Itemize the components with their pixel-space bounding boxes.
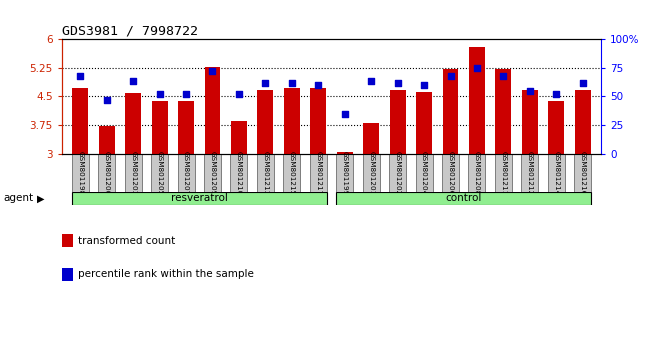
Bar — [336, 154, 353, 192]
Bar — [416, 92, 432, 154]
Text: GSM801217: GSM801217 — [315, 151, 321, 195]
Text: control: control — [445, 194, 482, 204]
Bar — [415, 154, 432, 192]
Text: GSM801203: GSM801203 — [130, 151, 136, 195]
Text: GSM801213: GSM801213 — [263, 151, 268, 195]
Bar — [469, 47, 485, 154]
Point — [551, 91, 562, 97]
Text: GSM801209: GSM801209 — [209, 151, 216, 195]
Text: percentile rank within the sample: percentile rank within the sample — [78, 269, 254, 279]
Text: ▶: ▶ — [37, 194, 45, 204]
Bar — [178, 101, 194, 154]
Text: resveratrol: resveratrol — [171, 194, 228, 204]
Text: GSM801210: GSM801210 — [236, 151, 242, 195]
Text: GSM801212: GSM801212 — [527, 151, 533, 195]
Bar — [99, 126, 114, 154]
Bar — [389, 154, 406, 192]
Point — [75, 73, 85, 79]
Point — [234, 91, 244, 97]
Point — [287, 80, 297, 85]
Bar — [495, 154, 512, 192]
Text: GSM801202: GSM801202 — [395, 151, 400, 195]
Text: GSM801214: GSM801214 — [553, 151, 559, 195]
Bar — [443, 69, 458, 154]
Text: GSM801207: GSM801207 — [183, 151, 189, 195]
Point — [498, 73, 508, 79]
Text: GSM801216: GSM801216 — [580, 151, 586, 195]
Point — [419, 82, 429, 88]
Bar — [231, 121, 247, 154]
Text: GSM801211: GSM801211 — [500, 151, 506, 195]
Point — [313, 82, 324, 88]
Bar — [177, 154, 194, 192]
Bar — [363, 123, 379, 154]
Bar — [72, 88, 88, 154]
Text: GSM801206: GSM801206 — [447, 151, 454, 195]
Point — [260, 80, 270, 85]
Point — [101, 97, 112, 103]
Bar — [205, 67, 220, 154]
Bar — [151, 154, 168, 192]
Point — [181, 91, 191, 97]
Text: GSM801208: GSM801208 — [474, 151, 480, 195]
Point — [366, 79, 376, 84]
Bar — [575, 90, 591, 154]
Bar — [310, 88, 326, 154]
Bar — [125, 93, 141, 154]
Bar — [495, 69, 512, 154]
Text: GDS3981 / 7998722: GDS3981 / 7998722 — [62, 25, 198, 38]
Bar — [310, 154, 327, 192]
Bar — [336, 192, 592, 205]
Bar — [72, 192, 327, 205]
Point — [472, 65, 482, 70]
Bar — [257, 154, 274, 192]
Text: GSM801205: GSM801205 — [157, 151, 162, 195]
Text: GSM801199: GSM801199 — [342, 151, 348, 195]
Point — [578, 80, 588, 85]
Text: GSM801204: GSM801204 — [421, 151, 427, 195]
Point — [445, 73, 456, 79]
Point — [207, 68, 218, 74]
Bar — [257, 90, 273, 154]
Bar — [125, 154, 142, 192]
Bar — [231, 154, 248, 192]
Bar — [549, 101, 564, 154]
Bar — [283, 154, 300, 192]
Bar — [469, 154, 486, 192]
Bar — [442, 154, 459, 192]
Bar — [337, 152, 353, 154]
Text: agent: agent — [3, 194, 33, 204]
Bar — [522, 90, 538, 154]
Point — [525, 88, 535, 93]
Bar — [284, 88, 300, 154]
Point — [393, 80, 403, 85]
Bar — [98, 154, 115, 192]
Bar — [72, 154, 88, 192]
Bar — [390, 90, 406, 154]
Text: GSM801198: GSM801198 — [77, 151, 83, 195]
Point — [339, 111, 350, 116]
Bar — [548, 154, 565, 192]
Text: GSM801215: GSM801215 — [289, 151, 295, 195]
Text: transformed count: transformed count — [78, 236, 176, 246]
Point — [128, 79, 138, 84]
Bar — [575, 154, 592, 192]
Text: GSM801201: GSM801201 — [368, 151, 374, 195]
Bar — [521, 154, 538, 192]
Bar — [151, 101, 168, 154]
Point — [155, 91, 165, 97]
Text: GSM801200: GSM801200 — [104, 151, 110, 195]
Bar — [363, 154, 380, 192]
Bar — [204, 154, 221, 192]
